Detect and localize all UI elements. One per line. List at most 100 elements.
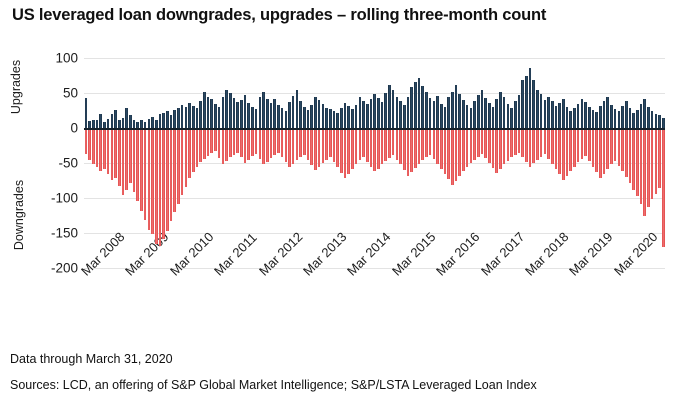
- bar-downgrades: [454, 128, 458, 182]
- bar-upgrades: [402, 104, 406, 128]
- bar-downgrades: [236, 128, 239, 153]
- bar-upgrades: [632, 112, 635, 128]
- bar-upgrades: [280, 108, 284, 128]
- bar-upgrades: [377, 97, 380, 128]
- bar-upgrades: [299, 100, 302, 128]
- bar-upgrades: [654, 114, 658, 128]
- bar-upgrades: [624, 101, 628, 128]
- bar-upgrades: [391, 89, 395, 128]
- bar-upgrades: [658, 115, 661, 128]
- bar-downgrades: [428, 128, 432, 155]
- bar-downgrades: [414, 128, 417, 168]
- bar-upgrades: [613, 109, 617, 128]
- bar-downgrades: [543, 128, 547, 154]
- bar-upgrades: [510, 107, 513, 128]
- y-axis-title-downgrades: Downgrades: [12, 179, 26, 251]
- bar-downgrades: [180, 128, 184, 196]
- bar-downgrades: [639, 128, 643, 204]
- bar-downgrades: [650, 128, 654, 199]
- bar-upgrades: [369, 99, 373, 128]
- bar-upgrades: [380, 102, 384, 128]
- bar-downgrades: [491, 128, 495, 168]
- bar-upgrades: [314, 97, 317, 128]
- bar-upgrades: [447, 97, 450, 128]
- bar-downgrades: [573, 128, 576, 167]
- bar-upgrades: [258, 97, 262, 128]
- bar-downgrades: [584, 128, 587, 156]
- bar-downgrades: [203, 128, 206, 159]
- bar-upgrades: [310, 104, 313, 128]
- bar-downgrades: [136, 128, 140, 201]
- bar-downgrades: [303, 128, 306, 155]
- bar-upgrades: [221, 96, 225, 128]
- bar-upgrades: [587, 107, 591, 128]
- bar-downgrades: [332, 128, 336, 162]
- y-axis-tick-label: -150: [50, 225, 78, 241]
- bar-upgrades: [465, 104, 469, 128]
- bar-upgrades: [595, 111, 598, 128]
- bar-upgrades: [110, 114, 114, 128]
- bar-downgrades: [217, 128, 221, 159]
- bar-downgrades: [406, 128, 410, 176]
- bar-upgrades: [554, 105, 558, 128]
- bar-upgrades: [443, 107, 447, 128]
- bar-downgrades: [273, 128, 276, 156]
- bar-upgrades: [328, 109, 332, 128]
- bar-downgrades: [610, 128, 613, 165]
- bar-downgrades: [417, 128, 421, 164]
- bar-downgrades: [476, 128, 480, 157]
- bar-downgrades: [291, 128, 295, 164]
- bar-downgrades: [362, 128, 365, 158]
- bar-upgrades: [425, 92, 428, 128]
- bar-downgrades: [495, 128, 499, 173]
- bar-downgrades: [214, 128, 217, 152]
- bar-downgrades: [373, 128, 376, 172]
- bar-downgrades: [347, 128, 350, 175]
- bar-downgrades: [114, 128, 117, 178]
- bar-upgrades: [203, 91, 206, 128]
- bar-downgrades: [243, 128, 247, 163]
- y-axis-title-upgrades: Upgrades: [9, 59, 23, 115]
- bar-downgrades: [232, 128, 236, 155]
- sources-note: Sources: LCD, an offering of S&P Global …: [10, 378, 537, 392]
- bar-upgrades: [573, 108, 576, 128]
- bar-upgrades: [647, 107, 650, 128]
- bar-downgrades: [599, 128, 602, 178]
- bar-upgrades: [365, 104, 369, 128]
- bar-downgrades: [240, 128, 243, 158]
- bar-downgrades: [539, 128, 543, 157]
- bar-upgrades: [558, 102, 561, 128]
- bar-upgrades: [217, 107, 221, 128]
- bar-upgrades: [506, 104, 510, 128]
- chart-title: US leveraged loan downgrades, upgrades –…: [12, 6, 547, 24]
- bar-downgrades: [499, 128, 502, 169]
- bar-upgrades: [225, 89, 228, 128]
- bar-upgrades: [458, 93, 462, 128]
- bar-upgrades: [121, 118, 125, 128]
- bar-downgrades: [606, 128, 610, 169]
- bar-downgrades: [95, 128, 99, 168]
- bar-upgrades: [628, 107, 632, 128]
- bar-downgrades: [554, 128, 558, 170]
- bar-upgrades: [284, 110, 288, 128]
- bar-downgrades: [299, 128, 302, 157]
- bar-downgrades: [265, 128, 269, 162]
- bar-downgrades: [262, 128, 265, 165]
- bar-upgrades: [184, 107, 188, 128]
- bar-downgrades: [621, 128, 624, 172]
- bar-downgrades: [550, 128, 554, 165]
- bar-downgrades: [140, 128, 143, 211]
- bar-upgrades: [199, 101, 202, 128]
- bar-downgrades: [365, 128, 369, 162]
- bar-downgrades: [447, 128, 450, 180]
- bar-upgrades: [539, 94, 543, 128]
- bar-downgrades: [617, 128, 621, 166]
- bar-upgrades: [154, 119, 158, 128]
- bar-upgrades: [188, 102, 191, 128]
- bar-downgrades: [654, 128, 658, 194]
- bar-upgrades: [251, 107, 254, 128]
- bar-upgrades: [358, 96, 362, 128]
- bar-downgrades: [521, 128, 524, 157]
- bar-upgrades: [288, 102, 291, 128]
